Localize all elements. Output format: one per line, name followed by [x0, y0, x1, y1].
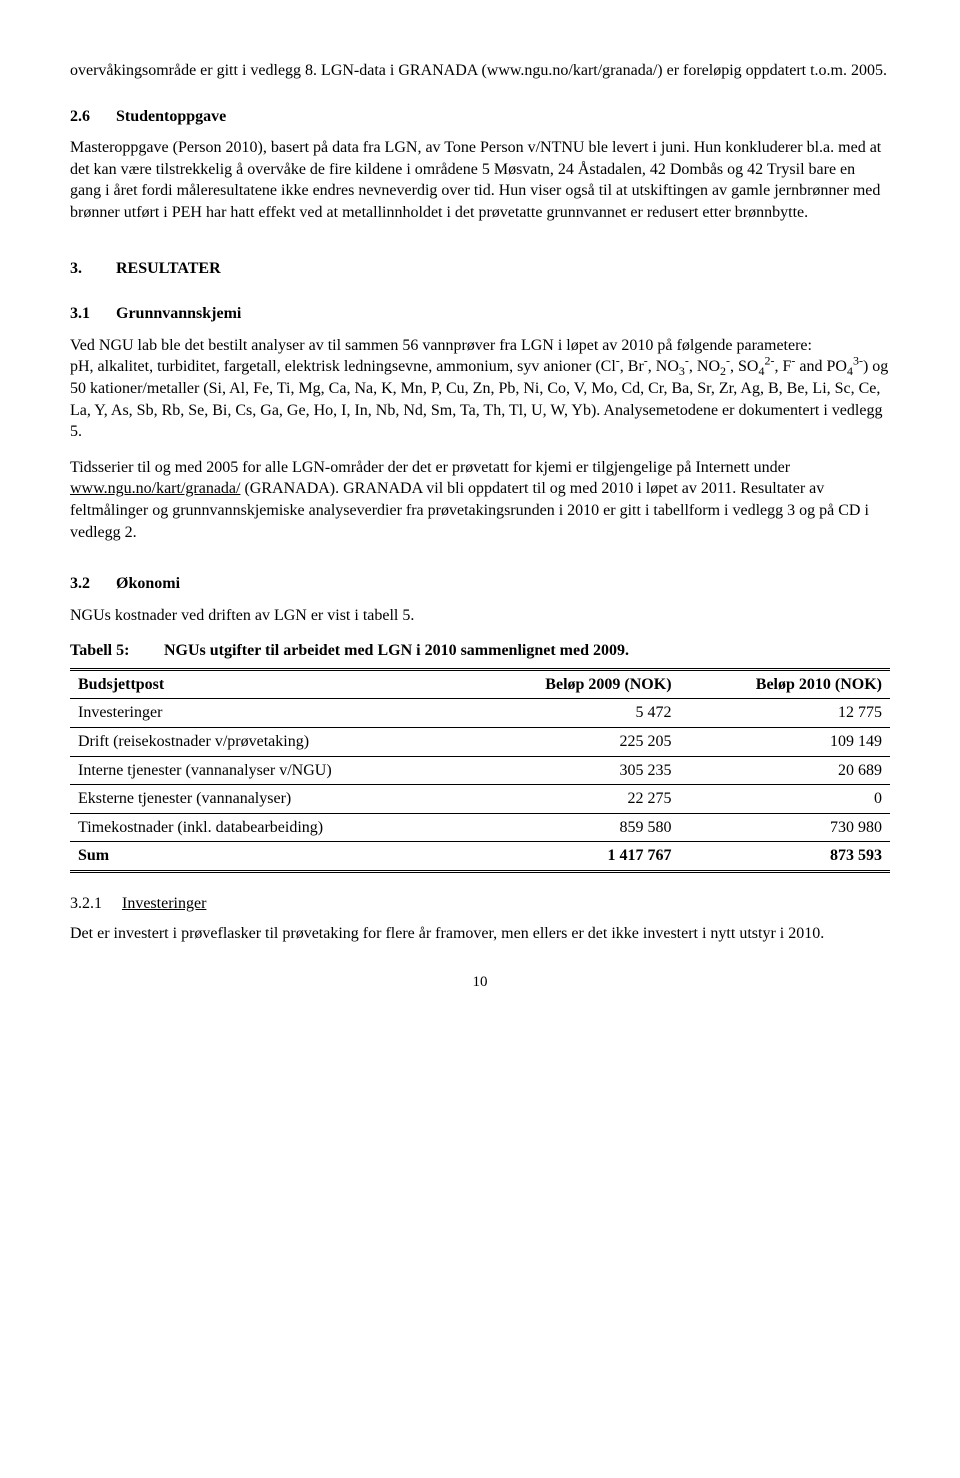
- heading-3: 3. RESULTATER: [70, 258, 890, 280]
- heading-3-2: 3.2 Økonomi: [70, 573, 890, 595]
- heading-3-1: 3.1 Grunnvannskjemi: [70, 303, 890, 325]
- cell-2010: 109 149: [680, 728, 890, 757]
- table-caption-text: NGUs utgifter til arbeidet med LGN i 201…: [164, 642, 629, 659]
- text: Tidsserier til og med 2005 for alle LGN-…: [70, 459, 790, 476]
- cell-label: Drift (reisekostnader v/prøvetaking): [70, 728, 469, 757]
- text: , F: [774, 358, 791, 375]
- heading-2-6: 2.6 Studentoppgave: [70, 106, 890, 128]
- heading-number: 3.1: [70, 303, 112, 325]
- text: , NO: [689, 358, 720, 375]
- cell-2009: 305 235: [469, 756, 679, 785]
- paragraph-3-1-b: Tidsserier til og med 2005 for alle LGN-…: [70, 457, 890, 543]
- paragraph-2-6: Masteroppgave (Person 2010), basert på d…: [70, 137, 890, 223]
- col-2010: Beløp 2010 (NOK): [680, 669, 890, 699]
- text: and PO: [795, 358, 847, 375]
- cell-label: Investeringer: [70, 699, 469, 728]
- text: Ved NGU lab ble det bestilt analyser av …: [70, 337, 812, 354]
- cell-label: Timekostnader (inkl. databearbeiding): [70, 813, 469, 842]
- col-2009: Beløp 2009 (NOK): [469, 669, 679, 699]
- heading-title: Investeringer: [122, 895, 206, 912]
- paragraph-3-2-intro: NGUs kostnader ved driften av LGN er vis…: [70, 605, 890, 627]
- cell-2009: 5 472: [469, 699, 679, 728]
- table-caption: Tabell 5: NGUs utgifter til arbeidet med…: [70, 640, 890, 662]
- cell-2010: 12 775: [680, 699, 890, 728]
- cell-label: Interne tjenester (vannanalyser v/NGU): [70, 756, 469, 785]
- cell-sum-label: Sum: [70, 842, 469, 872]
- intro-paragraph: overvåkingsområde er gitt i vedlegg 8. L…: [70, 60, 890, 82]
- paragraph-3-1-a: Ved NGU lab ble det bestilt analyser av …: [70, 335, 890, 443]
- cell-2010: 20 689: [680, 756, 890, 785]
- cell-label: Eksterne tjenester (vannanalyser): [70, 785, 469, 814]
- paragraph-3-2-1: Det er investert i prøveflasker til prøv…: [70, 923, 890, 945]
- superscript: 2-: [764, 354, 774, 368]
- heading-3-2-1: 3.2.1 Investeringer: [70, 893, 890, 915]
- table-row: Timekostnader (inkl. databearbeiding) 85…: [70, 813, 890, 842]
- budget-table: Budsjettpost Beløp 2009 (NOK) Beløp 2010…: [70, 668, 890, 873]
- col-budsjettpost: Budsjettpost: [70, 669, 469, 699]
- table-header-row: Budsjettpost Beløp 2009 (NOK) Beløp 2010…: [70, 669, 890, 699]
- text: , NO: [648, 358, 679, 375]
- cell-2009: 225 205: [469, 728, 679, 757]
- page-number: 10: [70, 972, 890, 992]
- link-granada[interactable]: www.ngu.no/kart/granada/: [70, 480, 240, 497]
- table-row: Investeringer 5 472 12 775: [70, 699, 890, 728]
- table-row: Interne tjenester (vannanalyser v/NGU) 3…: [70, 756, 890, 785]
- text: pH, alkalitet, turbiditet, fargetall, el…: [70, 358, 616, 375]
- heading-number: 3.: [70, 258, 112, 280]
- cell-2010: 730 980: [680, 813, 890, 842]
- heading-number: 3.2.1: [70, 893, 118, 915]
- cell-2010: 0: [680, 785, 890, 814]
- table-label: Tabell 5:: [70, 640, 160, 662]
- cell-2009: 22 275: [469, 785, 679, 814]
- table-row: Eksterne tjenester (vannanalyser) 22 275…: [70, 785, 890, 814]
- table-row: Drift (reisekostnader v/prøvetaking) 225…: [70, 728, 890, 757]
- cell-sum-2010: 873 593: [680, 842, 890, 872]
- table-sum-row: Sum 1 417 767 873 593: [70, 842, 890, 872]
- text: , SO: [730, 358, 758, 375]
- superscript: 3-: [853, 354, 863, 368]
- cell-2009: 859 580: [469, 813, 679, 842]
- text: , Br: [620, 358, 644, 375]
- heading-title: RESULTATER: [116, 260, 221, 277]
- cell-sum-2009: 1 417 767: [469, 842, 679, 872]
- heading-title: Grunnvannskjemi: [116, 305, 241, 322]
- heading-number: 2.6: [70, 106, 112, 128]
- heading-title: Økonomi: [116, 575, 180, 592]
- heading-title: Studentoppgave: [116, 108, 226, 125]
- heading-number: 3.2: [70, 573, 112, 595]
